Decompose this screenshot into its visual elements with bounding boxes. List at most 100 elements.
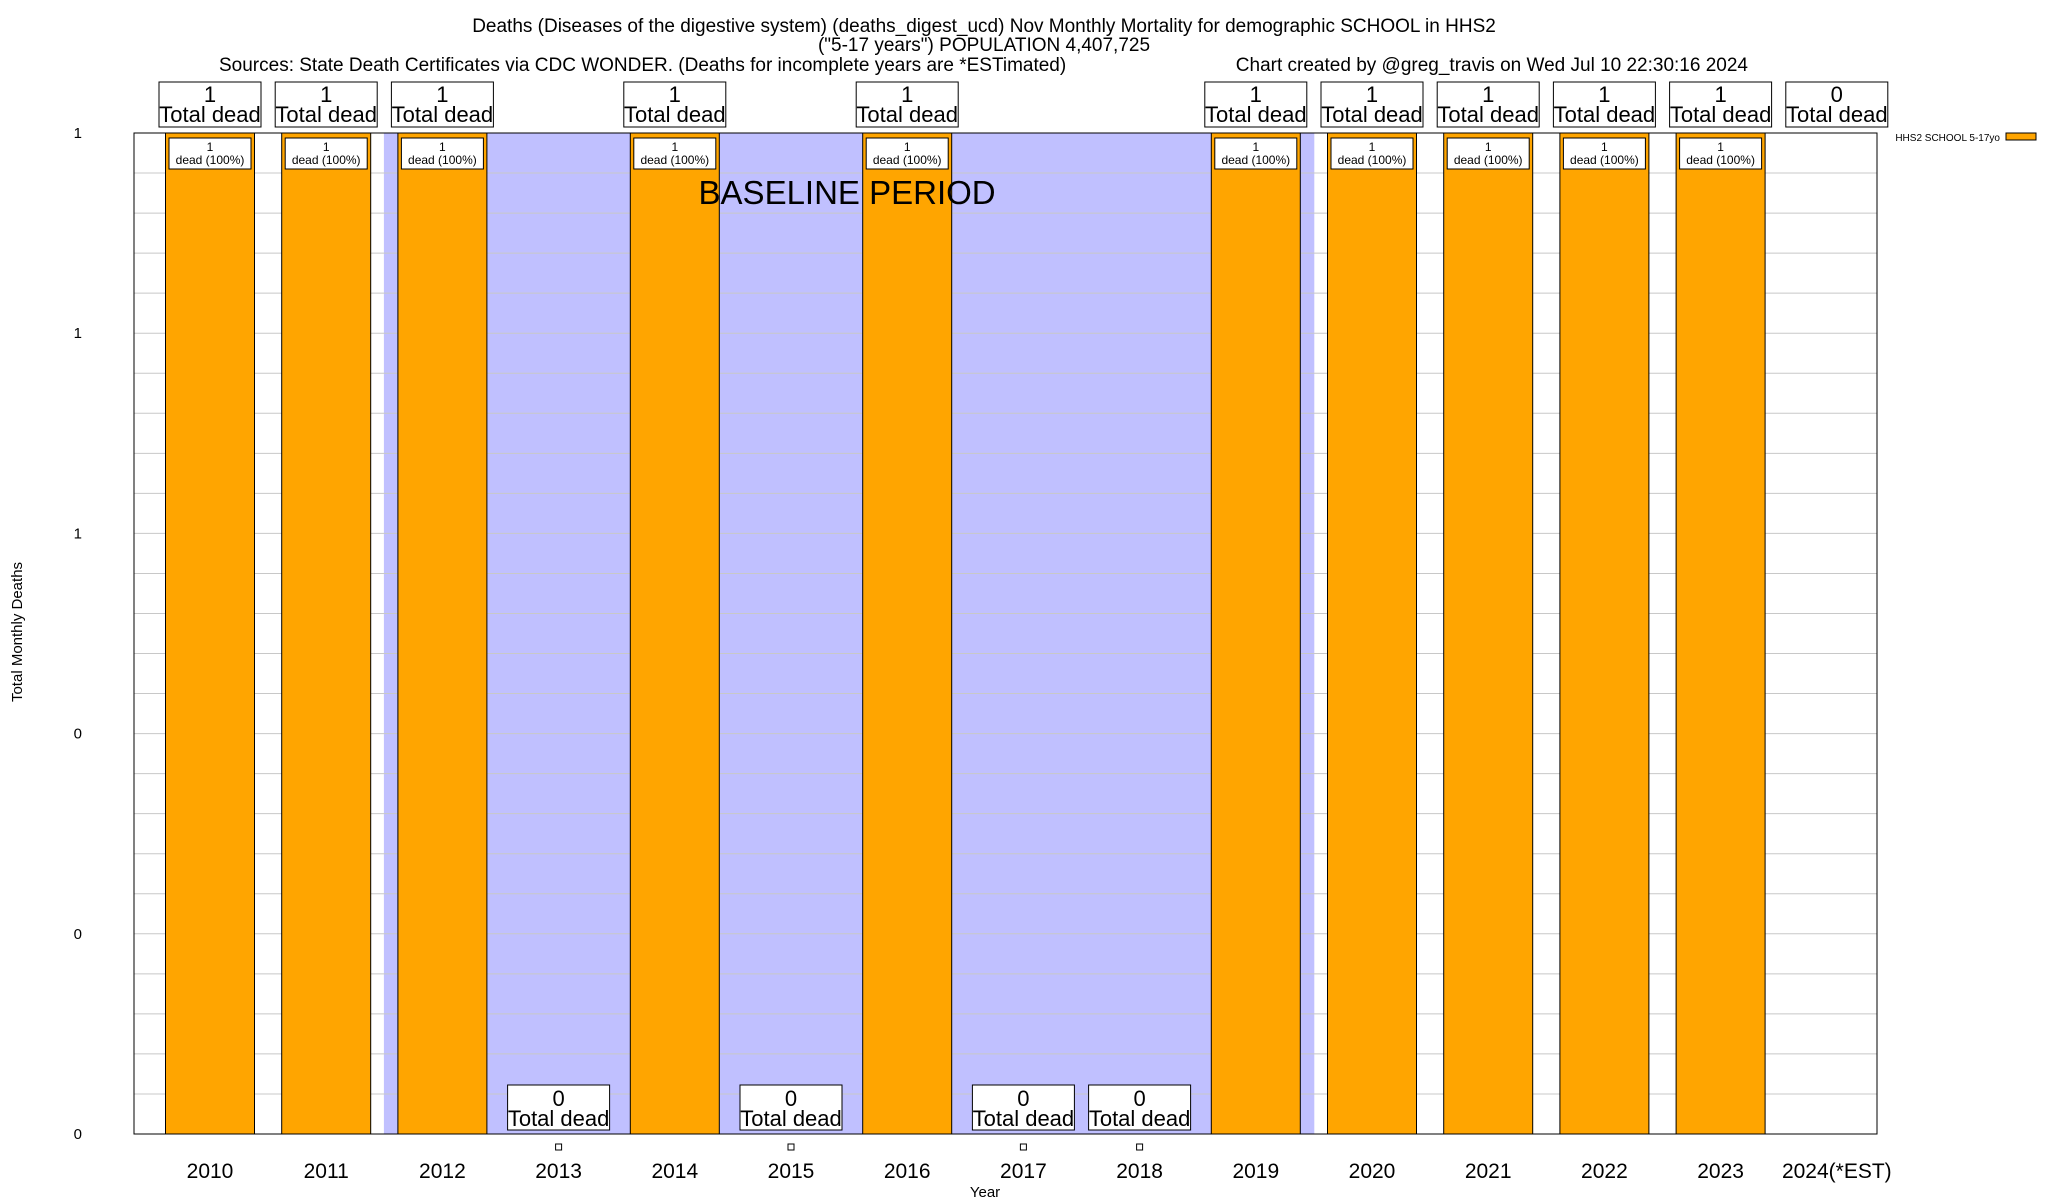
zero-point-marker-2017 bbox=[1019, 1143, 1027, 1151]
zero-label-count-2013: 0 bbox=[552, 1086, 564, 1111]
inner-label-pct-2016: dead (100%) bbox=[873, 153, 942, 167]
chart-title: Deaths (Diseases of the digestive system… bbox=[472, 16, 1496, 37]
x-axis-label: Year bbox=[970, 1184, 1000, 1200]
zero-label-text-2017: Total dead bbox=[973, 1106, 1075, 1131]
total-label-count-2022: 1 bbox=[1598, 82, 1610, 107]
total-label-count-2014: 1 bbox=[669, 82, 681, 107]
total-label-count-2011: 1 bbox=[320, 82, 332, 107]
total-label-box-2016 bbox=[855, 81, 959, 128]
total-label-count-2012: 1 bbox=[436, 82, 448, 107]
inner-label-pct-2021: dead (100%) bbox=[1454, 153, 1523, 167]
xtick-2024(*EST): 2024(*EST) bbox=[1782, 1160, 1892, 1183]
total-label-text-2020: Total dead bbox=[1321, 102, 1423, 127]
total-label-text-2014: Total dead bbox=[624, 102, 726, 127]
zero-label-box-2013 bbox=[507, 1084, 611, 1131]
xtick-2010: 2010 bbox=[187, 1160, 234, 1183]
total-label-text-2024(*EST): Total dead bbox=[1786, 102, 1888, 127]
inner-label-box-2016 bbox=[865, 137, 949, 170]
zero-label-text-2018: Total dead bbox=[1089, 1106, 1191, 1131]
zero-label-box-2015 bbox=[739, 1084, 843, 1131]
plot-frame bbox=[133, 132, 1878, 1135]
total-label-text-2021: Total dead bbox=[1437, 102, 1539, 127]
total-label-text-2022: Total dead bbox=[1554, 102, 1656, 127]
total-label-text-2023: Total dead bbox=[1670, 102, 1772, 127]
xtick-2020: 2020 bbox=[1349, 1160, 1396, 1183]
total-label-text-2011: Total dead bbox=[275, 102, 377, 127]
bar-2021 bbox=[1443, 132, 1534, 1135]
xtick-2012: 2012 bbox=[419, 1160, 466, 1183]
zero-label-count-2017: 0 bbox=[1017, 1086, 1029, 1111]
legend-swatch bbox=[2005, 132, 2037, 141]
inner-label-count-2020: 1 bbox=[1369, 140, 1376, 154]
total-label-box-2020 bbox=[1320, 81, 1424, 128]
chart-credit: Chart created by @greg_travis on Wed Jul… bbox=[1236, 55, 1749, 76]
bar-2011 bbox=[281, 132, 372, 1135]
total-label-box-2014 bbox=[623, 81, 727, 128]
inner-label-box-2011 bbox=[284, 137, 368, 170]
inner-label-count-2023: 1 bbox=[1717, 140, 1724, 154]
xtick-2021: 2021 bbox=[1465, 1160, 1512, 1183]
inner-label-box-2019 bbox=[1214, 137, 1298, 170]
zero-point-marker-2013 bbox=[555, 1143, 563, 1151]
total-label-box-2021 bbox=[1436, 81, 1540, 128]
total-label-count-2019: 1 bbox=[1250, 82, 1262, 107]
zero-point-marker-2015 bbox=[787, 1143, 795, 1151]
xtick-2015: 2015 bbox=[768, 1160, 815, 1183]
zero-label-count-2015: 0 bbox=[785, 1086, 797, 1111]
total-label-box-2022 bbox=[1552, 81, 1656, 128]
total-label-box-2019 bbox=[1204, 81, 1308, 128]
chart-subtitle: ("5-17 years") POPULATION 4,407,725 bbox=[818, 35, 1150, 56]
total-label-count-2010: 1 bbox=[204, 82, 216, 107]
inner-label-pct-2019: dead (100%) bbox=[1221, 153, 1290, 167]
ytick-label: 0 bbox=[74, 726, 82, 743]
legend-label: HHS2 SCHOOL 5-17yo bbox=[1895, 133, 2000, 144]
inner-label-count-2014: 1 bbox=[671, 140, 678, 154]
y-axis-label: Total Monthly Deaths bbox=[9, 562, 26, 702]
total-label-count-2023: 1 bbox=[1714, 82, 1726, 107]
total-label-box-2012 bbox=[390, 81, 494, 128]
ytick-label: 1 bbox=[74, 125, 82, 142]
xtick-2014: 2014 bbox=[651, 1160, 698, 1183]
total-label-count-2024(*EST): 0 bbox=[1831, 82, 1843, 107]
inner-label-count-2010: 1 bbox=[207, 140, 214, 154]
total-label-count-2016: 1 bbox=[901, 82, 913, 107]
xtick-2013: 2013 bbox=[535, 1160, 582, 1183]
zero-label-box-2017 bbox=[971, 1084, 1075, 1131]
total-label-count-2021: 1 bbox=[1482, 82, 1494, 107]
inner-label-count-2011: 1 bbox=[323, 140, 330, 154]
inner-label-box-2020 bbox=[1330, 137, 1414, 170]
inner-label-pct-2023: dead (100%) bbox=[1686, 153, 1755, 167]
total-label-count-2020: 1 bbox=[1366, 82, 1378, 107]
zero-point-marker-2018 bbox=[1136, 1143, 1144, 1151]
bar-2010 bbox=[165, 132, 255, 1135]
total-label-box-2023 bbox=[1669, 81, 1773, 128]
chart-sources: Sources: State Death Certificates via CD… bbox=[219, 55, 1066, 76]
ytick-label: 0 bbox=[74, 926, 82, 943]
inner-label-count-2016: 1 bbox=[904, 140, 911, 154]
zero-label-text-2015: Total dead bbox=[740, 1106, 842, 1131]
inner-label-pct-2014: dead (100%) bbox=[640, 153, 709, 167]
inner-label-box-2012 bbox=[400, 137, 484, 170]
inner-label-pct-2012: dead (100%) bbox=[408, 153, 477, 167]
inner-label-count-2022: 1 bbox=[1601, 140, 1608, 154]
total-label-text-2016: Total dead bbox=[856, 102, 958, 127]
xtick-2016: 2016 bbox=[884, 1160, 931, 1183]
inner-label-box-2010 bbox=[168, 137, 252, 170]
zero-label-count-2018: 0 bbox=[1133, 1086, 1145, 1111]
zero-label-text-2013: Total dead bbox=[508, 1106, 610, 1131]
xtick-2018: 2018 bbox=[1116, 1160, 1163, 1183]
inner-label-box-2022 bbox=[1562, 137, 1646, 170]
bar-2014 bbox=[629, 132, 720, 1135]
total-label-text-2010: Total dead bbox=[159, 102, 261, 127]
xtick-2022: 2022 bbox=[1581, 1160, 1628, 1183]
inner-label-pct-2020: dead (100%) bbox=[1338, 153, 1407, 167]
inner-label-box-2023 bbox=[1679, 137, 1763, 170]
bar-2020 bbox=[1327, 132, 1417, 1135]
ytick-label: 1 bbox=[74, 325, 82, 342]
inner-label-pct-2022: dead (100%) bbox=[1570, 153, 1639, 167]
inner-label-pct-2010: dead (100%) bbox=[176, 153, 245, 167]
total-label-box-2010 bbox=[158, 81, 262, 128]
inner-label-count-2012: 1 bbox=[439, 140, 446, 154]
baseline-period-label: BASELINE PERIOD bbox=[699, 174, 996, 211]
